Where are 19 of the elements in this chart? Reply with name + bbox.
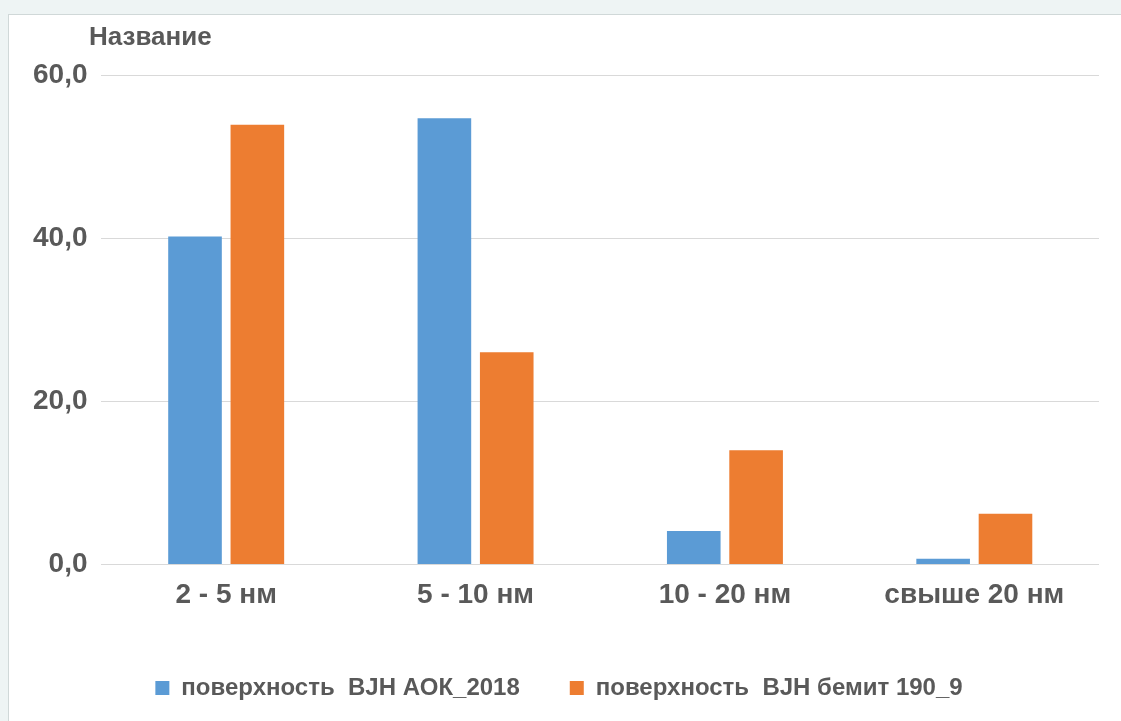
y-axis-title: Название bbox=[89, 21, 212, 52]
y-tick-label: 60,0 bbox=[33, 57, 88, 89]
bar bbox=[916, 558, 970, 564]
x-tick-label: 5 - 10 нм bbox=[417, 577, 535, 609]
bar bbox=[479, 352, 534, 564]
bar bbox=[417, 118, 472, 564]
y-tick-label: 0,0 bbox=[48, 547, 88, 579]
bar bbox=[230, 124, 285, 564]
legend-label: поверхность BJH бемит 190_9 bbox=[595, 672, 963, 700]
bar bbox=[729, 450, 783, 564]
y-tick-label: 20,0 bbox=[33, 383, 88, 415]
x-tick-label: 2 - 5 нм bbox=[175, 577, 277, 609]
bar bbox=[666, 530, 721, 564]
y-tick-label: 40,0 bbox=[33, 220, 88, 252]
bar bbox=[168, 236, 222, 564]
legend-label: поверхность BJH АОК_2018 bbox=[181, 672, 520, 700]
x-tick-label: 10 - 20 нм bbox=[658, 577, 792, 609]
x-tick-label: свыше 20 нм bbox=[884, 577, 1065, 609]
bar bbox=[978, 513, 1033, 564]
